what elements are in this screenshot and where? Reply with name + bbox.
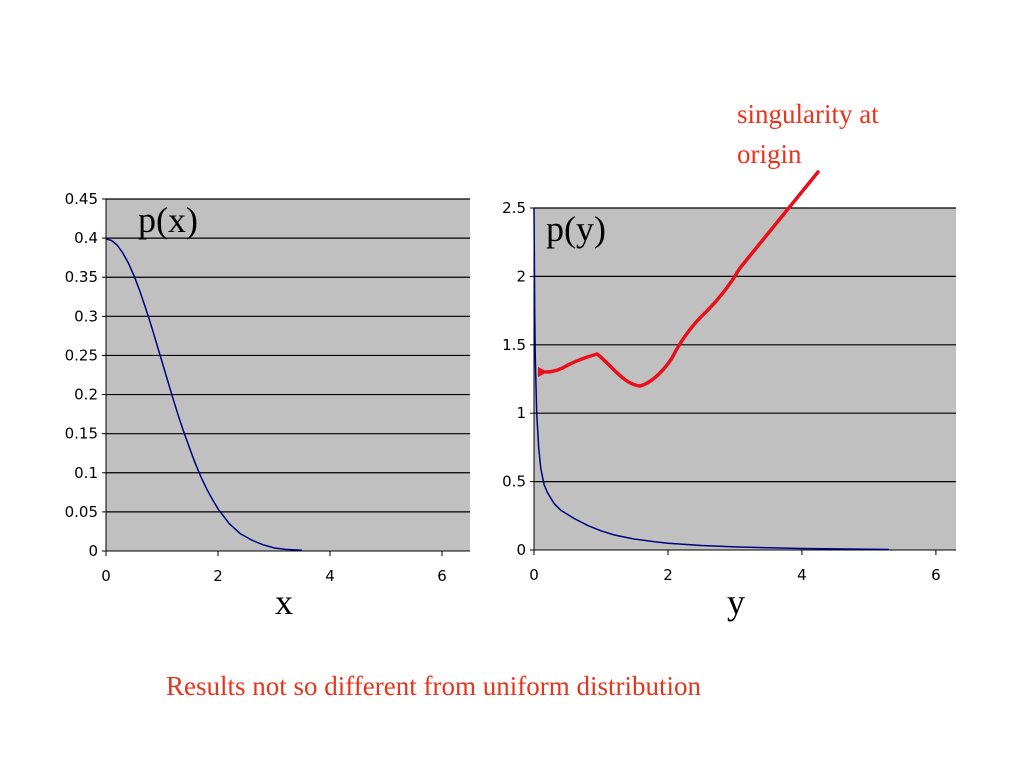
y-tick-label: 0.1	[74, 464, 98, 482]
x-tick-labels-px: 0 2 4 6	[101, 551, 447, 585]
series-line-py	[533, 207, 890, 551]
y-tick-label: 0.05	[65, 503, 98, 521]
chart-py: 0 0.5 1 1.5 2 2.5 0 2 4 6 p(y) y	[502, 199, 956, 622]
x-tick-label: 2	[663, 566, 673, 584]
gridlines-px	[106, 198, 470, 513]
gridlines-py	[534, 207, 956, 483]
slide-caption: Results not so different from uniform di…	[166, 671, 701, 701]
plot-area-py	[534, 208, 956, 550]
y-tick-label: 0.5	[502, 473, 526, 491]
x-tick-label: 4	[325, 567, 335, 585]
y-tick-label: 0.3	[74, 307, 98, 325]
y-tick-label: 0.25	[65, 346, 98, 364]
annotation-arrow	[537, 170, 820, 388]
annotation-line-2: origin	[737, 139, 802, 169]
singularity-annotation: singularity at origin	[537, 99, 879, 388]
y-tick-labels-py: 0 0.5 1 1.5 2 2.5	[502, 199, 534, 559]
y-tick-label: 0.4	[74, 229, 98, 247]
y-tick-label: 2	[516, 267, 526, 285]
y-tick-labels-px: 0 0.05 0.1 0.15 0.2 0.25 0.3 0.35 0.4 0.45	[65, 190, 106, 560]
x-tick-label: 6	[437, 567, 447, 585]
y-tick-label: 0	[516, 541, 526, 559]
x-tick-label: 0	[529, 566, 539, 584]
chart-title-px: p(x)	[138, 200, 198, 240]
chart-px: 0 0.05 0.1 0.15 0.2 0.25 0.3 0.35 0.4 0.45 0 2 4 6 p…	[65, 190, 470, 622]
y-tick-label: 0.2	[74, 386, 98, 404]
y-tick-label: 1.5	[502, 336, 526, 354]
x-axis-label-y: y	[727, 582, 745, 622]
annotation-line-1: singularity at	[737, 99, 879, 129]
y-tick-label: 1	[516, 404, 526, 422]
y-tick-label: 0.45	[65, 190, 98, 208]
x-tick-label: 4	[797, 566, 807, 584]
y-tick-label: 0.15	[65, 425, 98, 443]
x-tick-label: 6	[931, 566, 941, 584]
x-tick-label: 0	[101, 567, 111, 585]
x-tick-label: 2	[213, 567, 223, 585]
series-line-px	[105, 238, 303, 551]
chart-title-py: p(y)	[546, 209, 606, 249]
y-tick-label: 2.5	[502, 199, 526, 217]
x-axis-label-x: x	[275, 582, 293, 622]
y-tick-label: 0	[88, 542, 98, 560]
x-tick-labels-py: 0 2 4 6	[529, 550, 941, 584]
y-tick-label: 0.35	[65, 268, 98, 286]
plot-area-px	[106, 199, 470, 551]
